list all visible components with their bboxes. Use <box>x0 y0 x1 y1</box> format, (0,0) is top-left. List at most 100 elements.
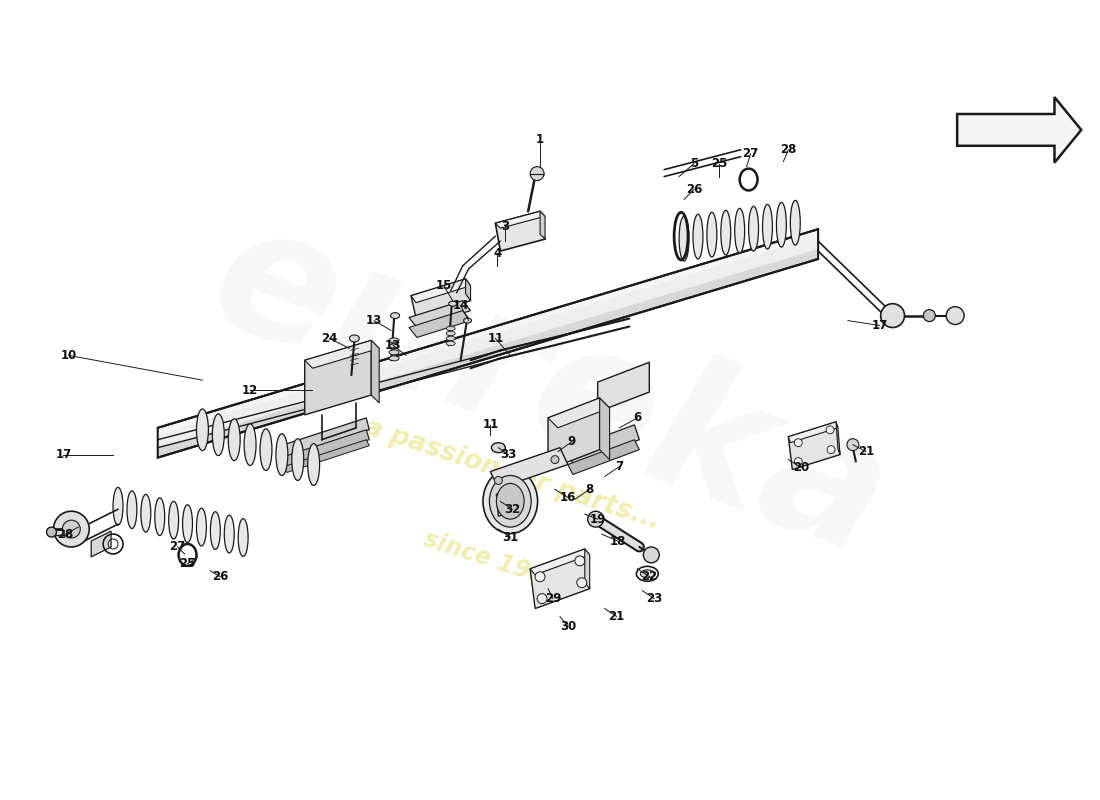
Text: 26: 26 <box>212 570 229 583</box>
Polygon shape <box>305 341 372 415</box>
Text: 7: 7 <box>616 460 624 473</box>
Circle shape <box>576 578 586 588</box>
Text: 20: 20 <box>793 461 810 474</box>
Polygon shape <box>305 341 380 368</box>
Ellipse shape <box>126 491 136 529</box>
Circle shape <box>537 594 547 603</box>
Text: 6: 6 <box>634 411 641 424</box>
Polygon shape <box>836 422 840 454</box>
Text: 32: 32 <box>504 502 520 516</box>
Polygon shape <box>957 97 1081 162</box>
Ellipse shape <box>229 419 240 461</box>
Text: 26: 26 <box>685 183 702 196</box>
Text: eureka: eureka <box>189 187 911 593</box>
Text: 29: 29 <box>544 592 561 605</box>
Ellipse shape <box>389 350 399 355</box>
Circle shape <box>46 527 56 537</box>
Text: 22: 22 <box>641 570 658 583</box>
Circle shape <box>530 166 544 181</box>
Text: 19: 19 <box>590 513 606 526</box>
Ellipse shape <box>790 200 801 245</box>
Polygon shape <box>157 229 818 458</box>
Ellipse shape <box>494 477 503 485</box>
Ellipse shape <box>212 414 224 456</box>
Ellipse shape <box>762 204 772 249</box>
Text: 25: 25 <box>711 157 727 170</box>
Polygon shape <box>495 211 544 228</box>
Circle shape <box>948 309 962 322</box>
Text: 28: 28 <box>780 143 796 156</box>
Circle shape <box>575 556 585 566</box>
Text: 18: 18 <box>609 534 626 547</box>
Text: 21: 21 <box>858 445 873 458</box>
Polygon shape <box>157 229 818 434</box>
Ellipse shape <box>224 515 234 553</box>
Circle shape <box>946 306 964 325</box>
Ellipse shape <box>492 442 505 453</box>
Ellipse shape <box>447 336 455 341</box>
Text: 23: 23 <box>646 592 662 605</box>
Text: 8: 8 <box>585 483 594 496</box>
Ellipse shape <box>720 210 730 255</box>
Text: 3: 3 <box>502 220 509 233</box>
Polygon shape <box>284 440 370 473</box>
Polygon shape <box>957 132 1055 146</box>
Polygon shape <box>411 279 471 302</box>
Circle shape <box>794 438 802 446</box>
Ellipse shape <box>260 429 272 470</box>
Polygon shape <box>91 531 111 557</box>
Ellipse shape <box>693 214 703 259</box>
Circle shape <box>54 511 89 547</box>
Ellipse shape <box>749 206 759 251</box>
Ellipse shape <box>292 438 304 481</box>
Polygon shape <box>409 310 471 338</box>
Text: 11: 11 <box>487 332 504 345</box>
Text: 1: 1 <box>536 134 544 146</box>
Text: a passion for parts...: a passion for parts... <box>361 414 664 535</box>
Polygon shape <box>568 425 639 465</box>
Polygon shape <box>568 440 639 474</box>
Polygon shape <box>411 279 471 318</box>
Text: 17: 17 <box>871 319 888 332</box>
Ellipse shape <box>463 318 472 323</box>
Text: 10: 10 <box>60 349 77 362</box>
Ellipse shape <box>496 483 525 519</box>
Text: since 1985: since 1985 <box>421 526 564 594</box>
Polygon shape <box>789 422 840 470</box>
Text: 25: 25 <box>179 558 196 570</box>
Ellipse shape <box>210 512 220 550</box>
Ellipse shape <box>447 331 455 336</box>
Circle shape <box>826 426 834 434</box>
Text: 9: 9 <box>568 435 576 448</box>
Ellipse shape <box>244 424 256 466</box>
Ellipse shape <box>239 518 249 557</box>
Text: 30: 30 <box>560 620 576 633</box>
Text: 21: 21 <box>608 610 625 623</box>
Polygon shape <box>491 448 568 488</box>
Ellipse shape <box>551 456 559 463</box>
Polygon shape <box>585 549 590 589</box>
Polygon shape <box>600 398 609 459</box>
Ellipse shape <box>679 216 689 261</box>
Text: 16: 16 <box>560 491 576 504</box>
Circle shape <box>63 520 80 538</box>
Text: 27: 27 <box>742 147 759 160</box>
Ellipse shape <box>389 344 399 349</box>
Circle shape <box>847 438 859 450</box>
Ellipse shape <box>735 208 745 253</box>
Text: 33: 33 <box>500 448 516 461</box>
Ellipse shape <box>183 505 192 542</box>
Polygon shape <box>284 418 370 457</box>
Polygon shape <box>495 211 544 251</box>
Ellipse shape <box>141 494 151 532</box>
Polygon shape <box>957 117 1055 132</box>
Text: 15: 15 <box>436 279 452 292</box>
Text: 24: 24 <box>321 332 338 345</box>
Polygon shape <box>284 430 370 466</box>
Ellipse shape <box>390 313 399 318</box>
Ellipse shape <box>155 498 165 535</box>
Polygon shape <box>496 487 520 516</box>
Ellipse shape <box>389 356 399 361</box>
Text: 5: 5 <box>690 157 698 170</box>
Polygon shape <box>465 279 471 301</box>
